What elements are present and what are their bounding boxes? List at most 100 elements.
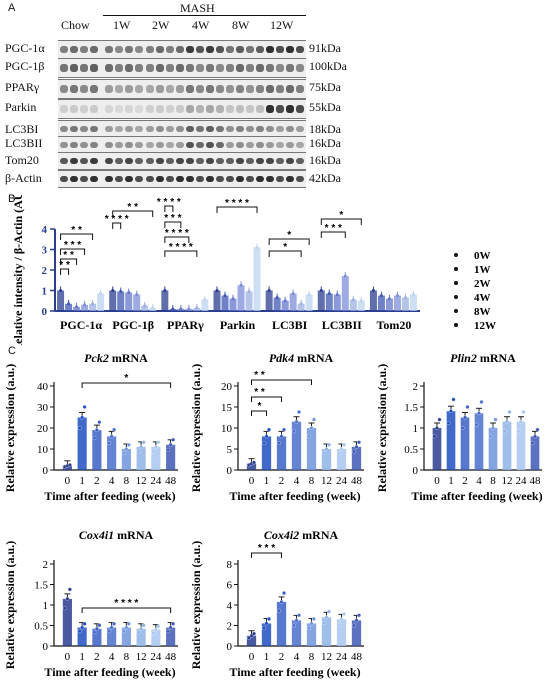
bar — [141, 305, 149, 311]
x-axis-label: Time after feeding (week) — [44, 489, 175, 503]
blot-band — [226, 85, 234, 93]
blot-band — [246, 125, 254, 132]
data-point — [112, 427, 117, 432]
data-point — [127, 291, 131, 295]
data-point — [275, 296, 279, 300]
data-point — [533, 434, 537, 439]
blot-band — [246, 157, 254, 165]
legend-marker — [454, 267, 458, 271]
data-point — [171, 307, 175, 311]
blot-label-bactin: β-Actin — [5, 171, 42, 185]
blot-band — [105, 85, 113, 93]
data-point — [97, 420, 102, 425]
blot-band — [115, 125, 123, 132]
x-axis-label: Time after feeding (week) — [411, 489, 542, 503]
blot-band — [256, 85, 264, 93]
significance-bracket — [112, 222, 122, 229]
significance-bracket — [251, 379, 312, 385]
bar — [460, 417, 470, 470]
data-point — [351, 298, 355, 302]
x-tick-label: 12 — [136, 475, 147, 487]
bar — [121, 627, 131, 646]
bar — [305, 294, 313, 311]
blot-band — [256, 141, 264, 148]
legend-marker — [454, 281, 458, 285]
blot-band — [296, 105, 304, 113]
bar — [136, 628, 146, 646]
blot-lane-label-8w: 8W — [232, 18, 250, 32]
x-tick-label: 48 — [351, 651, 363, 663]
blot-band — [256, 157, 264, 165]
chart-title: Pdk4 mRNA — [269, 351, 334, 365]
bar — [265, 290, 273, 311]
x-tick-label: 0 — [249, 475, 255, 487]
data-point — [282, 427, 286, 432]
blot-band — [125, 157, 133, 165]
blot-strip — [58, 136, 306, 153]
significance-bracket — [320, 231, 346, 238]
bar — [62, 598, 72, 646]
blot-band — [206, 175, 214, 183]
data-point — [136, 630, 141, 635]
data-point — [451, 397, 456, 402]
significance-label: * * — [59, 260, 70, 271]
blot-band — [286, 105, 294, 113]
x-tick-label: 4 — [476, 475, 482, 487]
significance-label: * * * — [258, 543, 275, 554]
y-tick-label: 20 — [37, 423, 49, 435]
bar — [77, 627, 87, 646]
blot-band — [70, 46, 78, 53]
data-point — [291, 292, 295, 296]
significance-label: * * — [63, 250, 74, 261]
chart-title: Pck2 mRNA — [84, 351, 148, 365]
significance-bracket — [164, 236, 190, 243]
data-point — [77, 426, 82, 430]
blot-band — [276, 105, 284, 113]
blot-band — [276, 157, 284, 165]
panel-letter-a: A — [8, 2, 16, 14]
blot-strip — [58, 170, 306, 188]
significance-bracket — [81, 607, 172, 613]
data-point — [151, 306, 155, 310]
significance-label: * * * * — [169, 242, 193, 253]
significance-bracket — [164, 250, 198, 257]
data-point — [124, 447, 129, 451]
bar — [149, 307, 157, 311]
x-tick-label: 48 — [165, 651, 177, 663]
blot-label-pparg: PPARγ — [5, 80, 40, 94]
significance-bracket — [251, 410, 267, 416]
blot-band — [156, 64, 164, 72]
x-tick-label: 4 — [294, 475, 300, 487]
data-point — [516, 429, 521, 434]
blot-band — [276, 64, 284, 72]
significance-label: * — [124, 373, 128, 384]
x-axis-label: Time after feeding (week) — [229, 489, 360, 503]
data-point — [354, 444, 359, 449]
bar — [336, 449, 347, 470]
blot-strip — [58, 99, 306, 119]
data-point — [437, 417, 442, 422]
data-point — [352, 623, 356, 628]
data-point — [479, 400, 484, 404]
x-tick-label: 1 — [264, 651, 270, 663]
data-point — [67, 302, 71, 306]
legend-marker — [454, 323, 458, 327]
x-tick-label: 0 — [434, 475, 440, 487]
bar — [357, 300, 365, 311]
significance-bracket — [60, 258, 78, 265]
y-tick-label: 8 — [227, 559, 233, 571]
blot-band — [166, 64, 174, 72]
blot-band — [70, 105, 78, 113]
blot-band — [90, 46, 98, 53]
blot-band — [196, 46, 204, 53]
blot-band — [166, 157, 174, 165]
x-tick-label: 24 — [336, 475, 348, 487]
y-tick-label: 6 — [227, 580, 233, 592]
bar — [291, 421, 302, 470]
bar — [317, 290, 325, 311]
blot-band — [276, 175, 284, 183]
category-label: LC3BII — [322, 318, 362, 332]
blot-band — [80, 46, 88, 53]
